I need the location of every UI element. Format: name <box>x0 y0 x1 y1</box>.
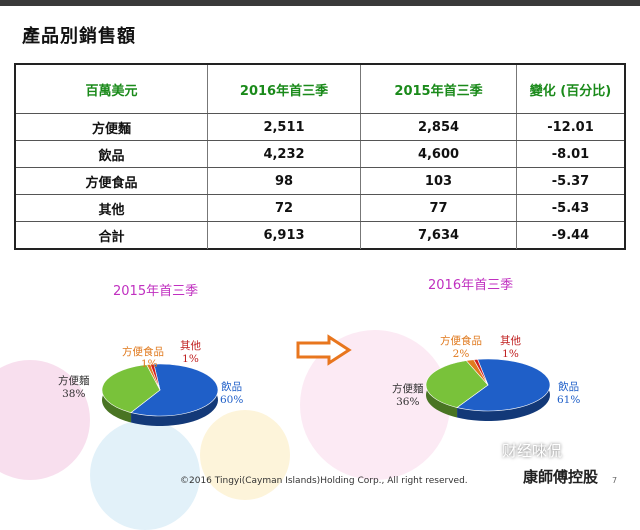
pie-left-label-other: 其他 1% <box>180 340 201 366</box>
table-cell: 98 <box>208 168 361 195</box>
table-cell: 方便食品 <box>16 168 208 195</box>
table-cell: 其他 <box>16 195 208 222</box>
label-name: 方便麵 <box>392 383 424 395</box>
table-total-row: 合計 6,913 7,634 -9.44 <box>16 221 624 249</box>
page-number: 7 <box>612 476 618 485</box>
pie-left-pct-instant-food: 1% <box>141 358 158 371</box>
top-bar <box>0 0 640 6</box>
pie-right-label-other: 其他 1% <box>500 335 521 361</box>
decor-blob <box>200 410 290 500</box>
pie-left-label-instant-food: 方便食品 <box>122 346 164 359</box>
pie-left-label-beverage: 飲品 60% <box>220 381 243 407</box>
table-cell: 方便麵 <box>16 114 208 141</box>
table-cell: 2,854 <box>361 114 517 141</box>
table-header-cell: 百萬美元 <box>16 65 208 113</box>
label-name: 其他 <box>500 335 521 347</box>
pie-charts <box>101 358 551 426</box>
table-cell: 4,600 <box>361 141 517 168</box>
table-header-cell: 2016年首三季 <box>208 65 361 113</box>
table-cell: 合計 <box>16 222 208 249</box>
table-cell: 103 <box>361 168 517 195</box>
pie-left-title: 2015年首三季 <box>113 284 199 299</box>
table-cell: -12.01 <box>547 120 594 135</box>
label-name: 其他 <box>180 340 201 352</box>
pie-left-slice-3 <box>149 363 161 391</box>
label-name: 方便麵 <box>58 375 90 387</box>
label-name: 方便食品 <box>122 346 164 358</box>
pie-right-title: 2016年首三季 <box>428 278 514 293</box>
label-pct: 60% <box>220 394 244 406</box>
table-row: 方便食品 98 103 -5.37 <box>16 167 624 195</box>
pie-right-slice-1 <box>425 360 489 408</box>
pie-right-label-instant-food: 方便食品 2% <box>440 335 482 361</box>
watermark-text: 财经唻侃 <box>502 442 563 460</box>
sales-table: 百萬美元 2016年首三季 2015年首三季 變化 (百分比) 方便麵 2,51… <box>14 63 626 250</box>
table-cell: -5.37 <box>551 174 590 189</box>
arrow-right-icon <box>296 334 352 366</box>
label-pct: 36% <box>396 396 420 408</box>
label-pct: 38% <box>62 388 86 400</box>
label-pct: 61% <box>557 394 581 406</box>
table-cell: 77 <box>361 195 517 222</box>
table-cell: -8.01 <box>551 147 590 162</box>
table-row: 方便麵 2,511 2,854 -12.01 <box>16 113 624 141</box>
table-cell: -9.44 <box>551 228 590 243</box>
label-name: 飲品 <box>221 381 243 393</box>
pie-right-label-beverage: 飲品 61% <box>557 381 580 407</box>
label-name: 方便食品 <box>440 335 482 347</box>
table-header-row: 百萬美元 2016年首三季 2015年首三季 變化 (百分比) <box>16 65 624 113</box>
pie-left-label-noodle: 方便麵 38% <box>58 375 90 401</box>
label-name: 飲品 <box>558 381 580 393</box>
page-title: 產品別銷售額 <box>22 26 136 47</box>
footer-copyright: ©2016 Tingyi(Cayman Islands)Holding Corp… <box>180 476 468 486</box>
table-cell: 2,511 <box>208 114 361 141</box>
brand-logo-text: 康師傅控股 <box>523 468 599 486</box>
pie-left-slice-0 <box>130 363 219 417</box>
pie-right-slice-3 <box>473 359 489 386</box>
pie-right-label-noodle: 方便麵 36% <box>392 383 424 409</box>
label-pct: 1% <box>182 353 199 365</box>
table-row: 飲品 4,232 4,600 -8.01 <box>16 140 624 168</box>
table-cell: 72 <box>208 195 361 222</box>
pie-right-slice-0 <box>456 358 551 412</box>
label-pct: 1% <box>141 358 158 370</box>
label-pct: 1% <box>502 348 519 360</box>
table-cell: 4,232 <box>208 141 361 168</box>
table-header-cell: 2015年首三季 <box>361 65 517 113</box>
pie-left-slice-1 <box>101 364 161 413</box>
label-pct: 2% <box>452 348 470 360</box>
table-header-cell: 變化 (百分比) <box>529 83 612 99</box>
table-cell: 6,913 <box>208 222 361 249</box>
table-cell: 7,634 <box>361 222 517 249</box>
table-cell: -5.43 <box>551 201 590 216</box>
table-row: 其他 72 77 -5.43 <box>16 194 624 222</box>
table-cell: 飲品 <box>16 141 208 168</box>
